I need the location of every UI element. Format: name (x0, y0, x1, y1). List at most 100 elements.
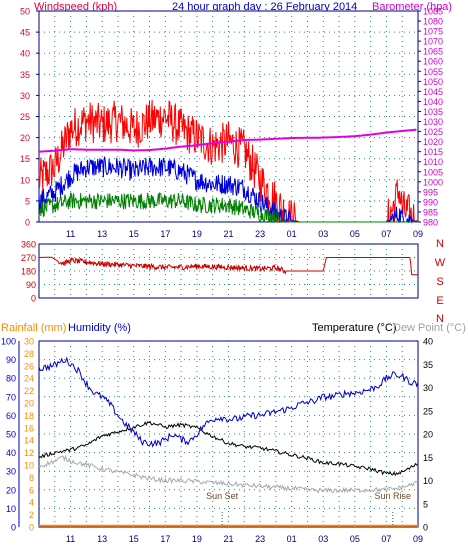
barometer-tick-label: 1055 (423, 67, 443, 77)
temperature-tick-label: 15 (423, 453, 433, 463)
rainfall-tick-label: 28 (24, 349, 34, 359)
humidity-tick-label: 100 (1, 337, 16, 347)
temp-grid (39, 341, 418, 527)
barometer-tick-label: 1005 (423, 167, 443, 177)
x-tick-label: 17 (160, 229, 170, 239)
direction-series (39, 256, 418, 276)
direction-tick-label: 360 (21, 240, 36, 250)
temperature-tick-label: 30 (423, 383, 433, 393)
x-tick-label: 07 (381, 534, 391, 544)
x-tick-label: 17 (160, 534, 170, 544)
temperature-tick-label: 25 (423, 406, 433, 416)
barometer-tick-label: 1030 (423, 117, 443, 127)
direction-tick-label: 270 (21, 253, 36, 263)
barometer-tick-label: 980 (423, 218, 438, 228)
x-tick-label: 23 (255, 229, 265, 239)
humidity-tick-label: 70 (6, 392, 16, 402)
temperature-tick-label: 0 (423, 523, 428, 533)
compass-label: S (436, 276, 443, 288)
barometer-tick-label: 1040 (423, 97, 443, 107)
x-axis-labels-bottom: 11 13 15 17 19 21 23 01 03 05 07 09 (66, 534, 423, 544)
windspeed-tick-label: 0 (25, 218, 30, 228)
x-tick-label: 15 (129, 229, 139, 239)
x-tick-label: 03 (318, 534, 328, 544)
compass-label: N (436, 238, 444, 250)
x-tick-label: 21 (223, 534, 233, 544)
rainfall-tick-label: 6 (29, 485, 34, 495)
compass-label: N (436, 313, 444, 325)
rainfall-tick-label: 8 (29, 473, 34, 483)
humidity-tick-label: 0 (11, 523, 16, 533)
barometer-tick-label: 1050 (423, 77, 443, 87)
windspeed-tick-label: 30 (20, 91, 30, 101)
humidity-tick-label: 30 (6, 467, 16, 477)
humidity-tick-label: 60 (6, 411, 16, 421)
windspeed-tick-label: 35 (20, 70, 30, 80)
temperature-tick-label: 10 (423, 476, 433, 486)
windspeed-tick-label: 45 (20, 28, 30, 38)
barometer-tick-label: 1025 (423, 127, 443, 137)
graph-title: 24 hour graph day : 26 February 2014 (172, 1, 357, 13)
rainfall-tick-label: 16 (24, 423, 34, 433)
windspeed-axis-title: Windspeed (kph) (34, 1, 117, 13)
rainfall-tick-label: 10 (24, 461, 34, 471)
x-tick-label: 13 (97, 229, 107, 239)
rainfall-tick-label: 18 (24, 411, 34, 421)
barometer-tick-label: 1060 (423, 57, 443, 67)
barometer-tick-label: 1000 (423, 177, 443, 187)
windspeed-tick-label: 20 (20, 133, 30, 143)
humidity-ticks: 0 10 20 30 40 50 60 70 80 90 100 (1, 337, 20, 533)
x-tick-label: 07 (381, 229, 391, 239)
barometer-tick-label: 1070 (423, 37, 443, 47)
x-tick-label: 11 (66, 534, 75, 544)
direction-ticks: 0 90 180 270 360 (21, 240, 36, 304)
direction-tick-label: 0 (31, 294, 36, 304)
temperature-ticks: 0 5 10 15 20 25 30 35 40 (423, 337, 433, 533)
dewpoint-series (38, 454, 419, 494)
temperature-tick-label: 5 (423, 499, 428, 509)
compass-label: W (435, 257, 446, 269)
x-tick-label: 19 (192, 229, 202, 239)
barometer-tick-label: 1075 (423, 27, 443, 37)
windspeed-ticks: 0 5 10 15 20 25 30 35 40 45 50 (20, 7, 39, 228)
dewpoint-axis-title: Dew Point (°C) (393, 322, 466, 334)
sun-annotation-label: Sun Rise (374, 491, 411, 501)
humidity-tick-label: 40 (6, 448, 16, 458)
x-tick-label: 09 (413, 229, 423, 239)
x-tick-label: 05 (350, 534, 360, 544)
barometer-tick-label: 1065 (423, 47, 443, 57)
x-tick-label: 03 (318, 229, 328, 239)
windspeed-tick-label: 25 (20, 112, 30, 122)
x-tick-label: 15 (129, 534, 139, 544)
temperature-tick-label: 20 (423, 430, 433, 440)
temperature-tick-label: 40 (423, 337, 433, 347)
compass-label: E (436, 295, 443, 307)
barometer-tick-label: 1035 (423, 107, 443, 117)
wind-direction-series (39, 256, 418, 276)
rainfall-axis-title: Rainfall (mm) (1, 322, 66, 334)
temp-series (38, 356, 419, 527)
x-tick-label: 23 (255, 534, 265, 544)
x-tick-label: 05 (350, 229, 360, 239)
x-axis-labels-top: 11 13 15 17 19 21 23 01 03 05 07 09 (66, 229, 423, 239)
x-tick-label: 09 (413, 534, 423, 544)
rainfall-tick-label: 14 (24, 436, 34, 446)
rainfall-tick-label: 26 (24, 361, 34, 371)
temperature-series (38, 420, 419, 477)
barometer-tick-label: 1015 (423, 147, 443, 157)
barometer-tick-label: 985 (423, 207, 438, 217)
barometer-tick-label: 1045 (423, 87, 443, 97)
barometer-axis-title: Barometer (hpa) (372, 1, 452, 13)
barometer-tick-label: 1080 (423, 17, 443, 27)
humidity-axis-title: Humidity (%) (68, 322, 131, 334)
x-tick-label: 13 (97, 534, 107, 544)
humidity-tick-label: 80 (6, 374, 16, 384)
windspeed-tick-label: 10 (20, 175, 30, 185)
temperature-tick-label: 35 (423, 360, 433, 370)
rainfall-tick-label: 30 (24, 337, 34, 347)
